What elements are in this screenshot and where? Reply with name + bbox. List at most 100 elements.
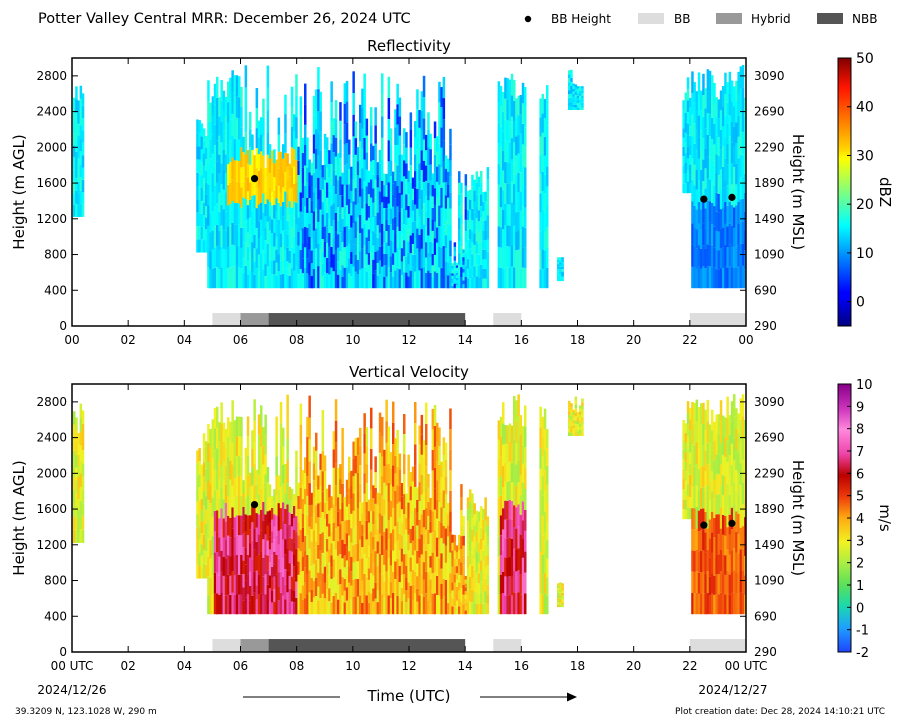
start-date: 2024/12/26 [37,683,106,697]
x-tick-label: 14 [458,659,473,673]
x-tick-label: 10 [345,659,360,673]
velocity-title: Vertical Velocity [349,363,469,381]
y-tick-label: 800 [44,248,67,262]
location-text: 39.3209 N, 123.1028 W, 290 m [15,707,157,717]
y-tick-label-right: 1090 [754,248,785,262]
legend-bb-height-marker [524,15,532,23]
y-tick-label-right: 690 [754,283,777,297]
bb-height-point [728,519,736,527]
x-tick-label: 18 [570,659,585,673]
legend-nbb-swatch [817,13,843,24]
y-tick-label-right: 1090 [754,574,785,588]
y-tick-label-right: 3090 [754,395,785,409]
y-tick-label: 1600 [36,502,67,516]
colorbar-tick-label: 10 [856,246,874,262]
y-tick-label: 1200 [36,212,67,226]
reflectivity-title: Reflectivity [367,37,451,55]
creation-date: Plot creation date: Dec 28, 2024 14:10:2… [675,707,885,717]
bb-height-point [250,175,259,183]
bb-type-bar-bb [493,313,522,326]
y-tick-label: 2800 [36,395,67,409]
x-tick-label: 12 [401,333,416,347]
colorbar-tick-label: 4 [856,512,864,527]
heatmap-field [73,394,747,615]
x-tick-label: 02 [121,333,136,347]
colorbar-tick-label: 9 [856,400,864,415]
legend-nbb-label: NBB [852,12,877,26]
y-tick-label: 2400 [36,431,67,445]
colorbar-label: m/s [876,504,894,532]
legend-hybrid-swatch [716,13,742,24]
time-arrow-head [567,692,577,702]
x-tick-label: 00 UTC [725,659,768,673]
x-tick-label: 16 [514,659,529,673]
y-tick-label: 0 [59,645,67,659]
legend-bb-height-label: BB Height [551,12,611,26]
x-tick-label: 06 [233,659,248,673]
legend: BB Height BB Hybrid NBB [524,12,877,26]
y-axis-label: Height (m AGL) [10,134,28,249]
y-tick-label-right: 1490 [754,212,785,226]
x-tick-label: 18 [570,333,585,347]
x-tick-label: 22 [682,333,697,347]
y-tick-label-right: 290 [754,645,777,659]
legend-bb-swatch [638,13,664,24]
y-tick-label: 2400 [36,105,67,119]
x-tick-label: 02 [121,659,136,673]
y-tick-label: 2000 [36,140,67,154]
bb-type-bar-bb [212,639,241,652]
colorbar-tick-label: 0 [856,601,864,616]
y-tick-label: 400 [44,609,67,623]
x-tick-label: 00 [64,333,79,347]
bb-type-bar-hybrid [240,313,269,326]
x-tick-label: 00 UTC [51,659,94,673]
x-tick-label: 20 [626,659,641,673]
colorbar-tick-label: 10 [856,378,873,393]
x-tick-label: 12 [401,659,416,673]
y-tick-label-right: 2290 [754,466,785,480]
y-tick-label-right: 1490 [754,538,785,552]
x-tick-label: 14 [458,333,473,347]
y-tick-label: 2800 [36,69,67,83]
y-tick-label: 800 [44,574,67,588]
y-tick-label-right: 3090 [754,69,785,83]
y-tick-label-right: 2690 [754,105,785,119]
figure-title: Potter Valley Central MRR: December 26, … [38,11,411,27]
y-tick-label-right: 290 [754,319,777,333]
x-tick-label: 10 [345,333,360,347]
y-tick-label-right: 2690 [754,431,785,445]
colorbar-tick-label: 5 [856,490,864,505]
bb-type-bar-hybrid [240,639,269,652]
colorbar-tick-label: 8 [856,423,864,438]
y-axis-label-right: Height (m MSL) [789,134,807,250]
colorbar-tick-label: -2 [856,646,869,661]
x-axis-label: Time (UTC) [367,687,451,705]
y-tick-label: 400 [44,283,67,297]
x-tick-label: 08 [289,333,304,347]
colorbar-tick-label: 40 [856,100,874,116]
x-tick-label: 20 [626,333,641,347]
y-tick-label-right: 690 [754,609,777,623]
x-tick-label: 00 [738,333,753,347]
x-tick-label: 08 [289,659,304,673]
colorbar-tick-label: 7 [856,445,864,460]
x-tick-label: 04 [177,333,192,347]
velocity-panel: 00 UTC 02 04 06 08 10 12 14 16 18 20 22 00 UTC040080… [10,378,894,673]
bb-height-point [728,193,736,201]
bb-type-bar-nbb [268,313,466,326]
colorbar-tick-label: 6 [856,467,864,482]
y-axis-label: Height (m AGL) [10,460,28,575]
colorbar-tick-label: 20 [856,197,874,213]
y-tick-label: 1600 [36,176,67,190]
end-date: 2024/12/27 [698,683,767,697]
colorbar-tick-label: -1 [856,624,869,639]
colorbar-tick-label: 30 [856,148,874,164]
y-tick-label: 0 [59,319,67,333]
x-tick-label: 16 [514,333,529,347]
bb-height-point [700,521,708,529]
y-tick-label: 2000 [36,466,67,480]
colorbar-tick-label: 2 [856,557,864,572]
colorbar [837,57,852,327]
y-tick-label-right: 1890 [754,502,785,516]
bb-type-bar-nbb [268,639,466,652]
